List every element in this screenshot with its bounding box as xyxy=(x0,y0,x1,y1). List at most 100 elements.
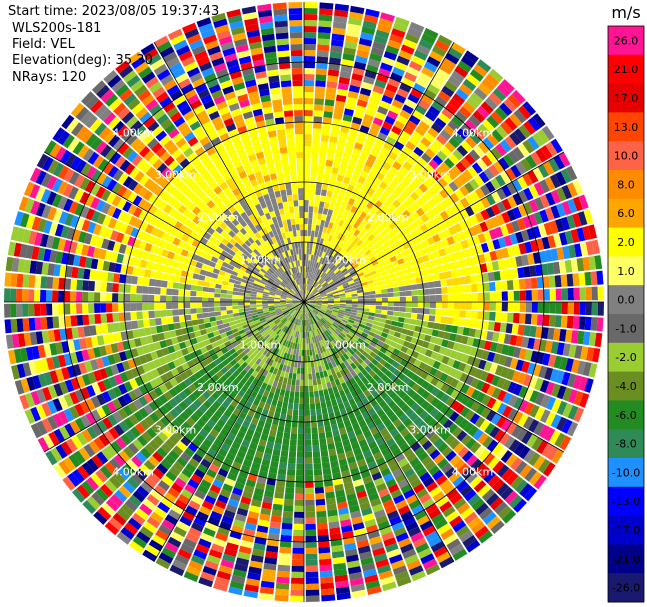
velocity-cell xyxy=(457,173,469,185)
velocity-cell xyxy=(58,165,70,180)
velocity-cell xyxy=(403,125,414,136)
velocity-cell xyxy=(396,114,408,125)
velocity-cell xyxy=(128,402,138,414)
velocity-cell xyxy=(156,366,165,376)
velocity-cell xyxy=(465,386,476,397)
velocity-cell xyxy=(314,475,323,482)
velocity-cell xyxy=(318,311,325,316)
velocity-cell xyxy=(417,295,424,302)
velocity-cell xyxy=(193,399,203,409)
velocity-cell xyxy=(523,449,536,463)
velocity-cell xyxy=(328,178,336,186)
velocity-cell xyxy=(343,387,351,395)
velocity-cell xyxy=(293,336,297,344)
velocity-cell xyxy=(251,417,259,426)
velocity-cell xyxy=(328,263,334,270)
velocity-cell xyxy=(338,324,345,330)
velocity-cell xyxy=(421,239,430,248)
velocity-cell xyxy=(95,270,103,281)
velocity-cell xyxy=(315,335,320,342)
velocity-cell xyxy=(427,83,440,95)
velocity-cell xyxy=(242,459,253,468)
velocity-cell xyxy=(333,366,340,374)
velocity-cell xyxy=(334,3,350,12)
velocity-cell xyxy=(284,311,290,317)
velocity-cell xyxy=(208,405,218,414)
velocity-cell xyxy=(250,326,258,332)
velocity-cell xyxy=(169,330,177,338)
velocity-cell xyxy=(458,343,467,353)
velocity-cell xyxy=(258,360,265,368)
velocity-cell xyxy=(292,409,299,416)
velocity-cell xyxy=(283,326,288,333)
velocity-cell xyxy=(164,380,174,391)
velocity-cell xyxy=(243,433,253,442)
velocity-cell xyxy=(515,359,525,372)
velocity-cell xyxy=(285,334,290,341)
velocity-cell xyxy=(289,391,295,398)
velocity-cell xyxy=(351,304,358,308)
velocity-cell xyxy=(40,358,49,372)
velocity-cell xyxy=(250,296,257,300)
velocity-cell xyxy=(307,325,311,332)
velocity-cell xyxy=(312,274,316,280)
velocity-cell xyxy=(333,321,340,327)
velocity-cell xyxy=(487,474,501,488)
velocity-cell xyxy=(186,417,196,427)
velocity-cell xyxy=(306,284,309,291)
velocity-cell xyxy=(312,212,318,219)
velocity-cell xyxy=(333,251,339,259)
velocity-cell xyxy=(559,232,568,246)
velocity-cell xyxy=(308,319,312,326)
velocity-cell xyxy=(396,576,412,587)
velocity-cell xyxy=(495,343,504,354)
velocity-cell xyxy=(513,290,520,301)
velocity-cell xyxy=(8,349,17,365)
velocity-cell xyxy=(381,581,397,592)
velocity-cell xyxy=(250,299,257,302)
velocity-cell xyxy=(336,232,343,240)
velocity-cell xyxy=(89,325,97,336)
velocity-cell xyxy=(108,427,120,440)
velocity-cell xyxy=(449,192,460,203)
velocity-cell xyxy=(465,136,477,149)
velocity-cell xyxy=(318,540,330,548)
velocity-cell xyxy=(320,271,325,278)
velocity-cell xyxy=(348,398,356,406)
velocity-cell xyxy=(423,308,430,315)
velocity-cell xyxy=(395,409,405,418)
velocity-cell xyxy=(421,380,430,390)
velocity-cell xyxy=(440,528,455,541)
velocity-cell xyxy=(326,369,332,376)
velocity-cell xyxy=(440,383,450,393)
velocity-cell xyxy=(368,287,375,292)
velocity-cell xyxy=(96,420,108,433)
velocity-cell xyxy=(296,343,300,350)
velocity-cell xyxy=(219,488,231,499)
velocity-cell xyxy=(342,346,349,353)
velocity-cell xyxy=(363,179,373,188)
velocity-cell xyxy=(488,164,500,177)
velocity-cell xyxy=(296,331,300,338)
velocity-cell xyxy=(67,253,75,266)
velocity-cell xyxy=(533,211,544,225)
velocity-cell xyxy=(26,376,36,391)
velocity-cell xyxy=(71,266,79,279)
velocity-cell xyxy=(362,20,377,30)
velocity-cell xyxy=(382,121,393,131)
velocity-cell xyxy=(257,311,264,315)
velocity-cell xyxy=(49,343,58,356)
velocity-cell xyxy=(541,125,555,141)
velocity-cell xyxy=(481,78,496,92)
velocity-cell xyxy=(35,186,46,201)
velocity-cell xyxy=(280,450,289,458)
velocity-cell xyxy=(290,310,296,315)
velocity-cell xyxy=(42,387,52,401)
velocity-cell xyxy=(325,289,332,294)
velocity-cell xyxy=(388,151,398,161)
velocity-cell xyxy=(304,146,312,153)
velocity-cell xyxy=(392,287,400,292)
velocity-cell xyxy=(482,511,497,525)
velocity-cell xyxy=(225,504,238,514)
velocity-cell xyxy=(164,514,178,526)
